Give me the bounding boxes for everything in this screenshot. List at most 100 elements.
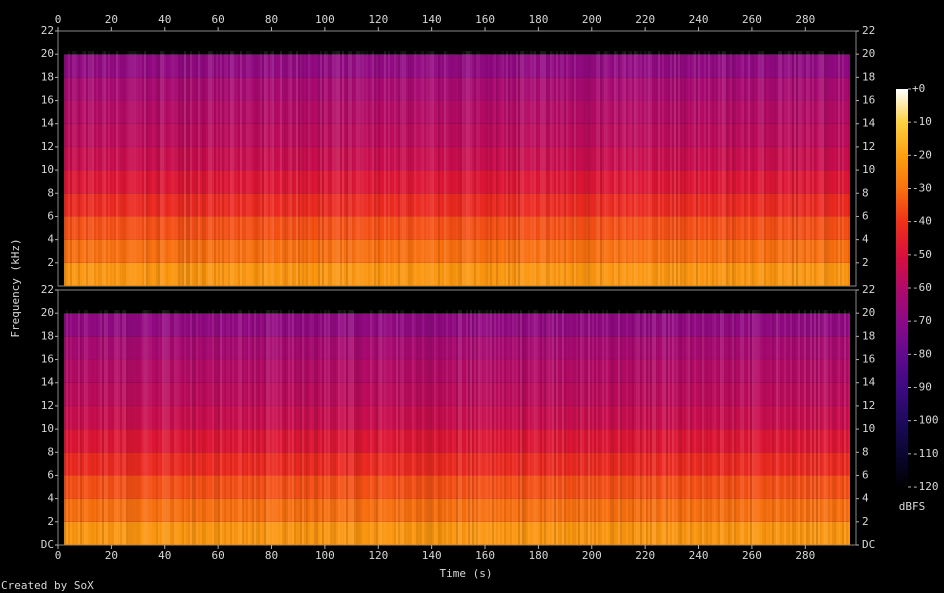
- texture-streak: [268, 51, 270, 286]
- colorbar-strip: [896, 138, 908, 140]
- texture-streak: [804, 310, 806, 545]
- texture-streak: [298, 51, 300, 286]
- texture-streak: [288, 51, 290, 286]
- texture-streak: [764, 310, 766, 545]
- texture-streak: [334, 51, 336, 286]
- texture-streak: [288, 310, 290, 545]
- colorbar-strip: [896, 146, 908, 148]
- texture-streak: [666, 51, 668, 286]
- colorbar-strip: [896, 460, 908, 462]
- colorbar-strip: [896, 475, 908, 477]
- y-tick-label-right: 20: [862, 47, 875, 60]
- texture-streak: [668, 310, 670, 545]
- texture-streak: [562, 310, 564, 545]
- texture-streak: [364, 310, 366, 545]
- texture-streak: [600, 310, 602, 545]
- x-tick-label: 280: [795, 549, 815, 562]
- texture-streak: [698, 310, 700, 545]
- colorbar-tick-label: -80: [912, 347, 932, 360]
- x-tick-label: 140: [422, 549, 442, 562]
- colorbar-strip: [896, 383, 908, 385]
- x-tick-label: 100: [315, 549, 335, 562]
- texture-streak: [246, 310, 248, 545]
- colorbar-strip: [896, 99, 908, 101]
- colorbar-strip: [896, 279, 908, 281]
- texture-streak: [710, 310, 712, 545]
- colorbar-strip: [896, 106, 908, 108]
- texture-streak: [694, 310, 696, 545]
- colorbar-strip: [896, 141, 908, 143]
- colorbar-strip: [896, 202, 908, 204]
- colorbar-strip: [896, 124, 908, 126]
- texture-streak: [660, 310, 662, 545]
- texture-streak: [318, 51, 320, 286]
- colorbar-strip: [896, 342, 908, 344]
- texture-streak: [440, 310, 442, 545]
- texture-streak: [508, 310, 510, 545]
- texture-streak: [230, 310, 232, 545]
- colorbar-strip: [896, 364, 908, 366]
- colorbar-strip: [896, 171, 908, 173]
- texture-streak: [686, 51, 688, 286]
- colorbar-strip: [896, 249, 908, 251]
- texture-streak: [788, 310, 790, 545]
- colorbar-strip: [896, 466, 908, 468]
- texture-streak: [596, 310, 598, 545]
- colorbar-strip: [896, 198, 908, 200]
- colorbar-strip: [896, 158, 908, 160]
- colorbar-strip: [896, 200, 908, 202]
- texture-streak: [326, 51, 328, 286]
- colorbar-strip: [896, 479, 908, 481]
- texture-streak: [770, 310, 772, 545]
- texture-streak: [556, 51, 558, 286]
- x-tick-label-top: 0: [55, 13, 62, 26]
- texture-streak: [302, 51, 304, 286]
- texture-streak: [696, 51, 698, 286]
- texture-streak: [234, 51, 236, 286]
- colorbar-strip: [896, 367, 908, 369]
- texture-streak: [226, 310, 228, 545]
- texture-streak: [616, 310, 618, 545]
- texture-streak: [560, 310, 562, 545]
- colorbar-strip: [896, 153, 908, 155]
- colorbar-strip: [896, 240, 908, 242]
- texture-streak: [338, 310, 340, 545]
- colorbar-strip: [896, 211, 908, 213]
- texture-streak: [264, 51, 266, 286]
- texture-streak: [276, 310, 278, 545]
- texture-streak: [418, 310, 420, 545]
- texture-streak: [684, 310, 686, 545]
- texture-streak: [262, 51, 264, 286]
- colorbar-strip: [896, 368, 908, 370]
- texture-streak: [704, 51, 706, 286]
- colorbar-strip: [896, 452, 908, 454]
- texture-streak: [104, 310, 106, 545]
- y-tick-label: 18: [41, 70, 54, 83]
- colorbar-strip: [896, 328, 908, 330]
- y-tick-label: 22: [41, 283, 54, 296]
- texture-streak: [420, 51, 422, 286]
- texture-streak: [322, 310, 324, 545]
- colorbar-strip: [896, 341, 908, 343]
- texture-streak: [312, 310, 314, 545]
- texture-streak: [736, 51, 738, 286]
- colorbar-strip: [896, 476, 908, 478]
- colorbar-strip: [896, 321, 908, 323]
- colorbar-strip: [896, 331, 908, 333]
- texture-streak: [590, 310, 592, 545]
- texture-streak: [122, 51, 124, 286]
- texture-streak: [678, 51, 680, 286]
- texture-streak: [140, 51, 142, 286]
- texture-streak: [304, 310, 306, 545]
- x-tick-label: 220: [635, 549, 655, 562]
- texture-streak: [542, 310, 544, 545]
- texture-streak: [160, 51, 162, 286]
- texture-streak: [774, 51, 776, 286]
- texture-streak: [492, 310, 494, 545]
- texture-streak: [88, 51, 90, 286]
- colorbar-strip: [896, 314, 908, 316]
- y-axis-label: Frequency (kHz): [9, 238, 22, 337]
- colorbar-strip: [896, 462, 908, 464]
- texture-streak: [88, 310, 90, 545]
- texture-streak: [574, 51, 576, 286]
